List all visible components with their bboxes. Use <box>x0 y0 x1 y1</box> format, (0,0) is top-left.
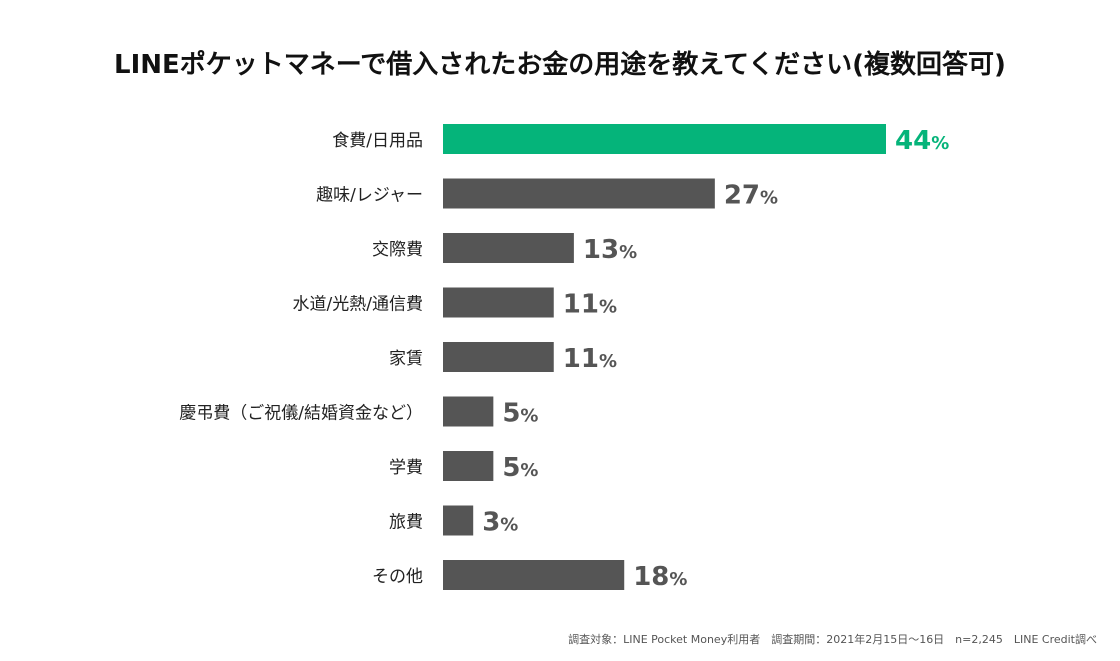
value-label: 18% <box>633 562 687 592</box>
bar <box>443 124 886 154</box>
value-number: 18 <box>633 562 669 592</box>
bar <box>443 560 625 590</box>
value-label: 3% <box>482 508 518 538</box>
value-label: 11% <box>563 290 617 320</box>
category-label: 旅費 <box>389 513 423 533</box>
category-label: 学費 <box>389 458 423 478</box>
bars-group: 食費/日用品 44% 趣味/レジャー 27% 交際費 13% 水道/光熱/通信費 11% 家賃 1… <box>179 124 949 592</box>
bar <box>443 233 574 263</box>
chart-footnote: 調査対象：LINE Pocket Money利用者 調査期間：2021年2月15… <box>568 632 1097 646</box>
value-label: 5% <box>502 453 538 483</box>
value-unit: % <box>619 242 637 263</box>
value-unit: % <box>669 569 687 590</box>
value-unit: % <box>760 188 778 209</box>
bar <box>443 451 494 481</box>
value-unit: % <box>599 297 617 318</box>
category-label: 水道/光熱/通信費 <box>293 295 423 315</box>
value-number: 27 <box>724 181 760 211</box>
value-unit: % <box>500 515 518 536</box>
value-number: 11 <box>563 344 599 374</box>
category-label: 交際費 <box>372 240 423 260</box>
value-label: 5% <box>502 399 538 429</box>
value-number: 13 <box>583 235 619 265</box>
value-label: 44% <box>895 126 949 156</box>
bar <box>443 396 494 427</box>
category-label: その他 <box>372 567 423 587</box>
value-label: 27% <box>724 181 778 211</box>
value-number: 44 <box>895 126 931 156</box>
category-label: 食費/日用品 <box>332 131 423 151</box>
category-label: 慶弔費（ご祝儀/結婚資金など） <box>179 404 423 424</box>
value-label: 11% <box>563 344 617 374</box>
category-label: 家賃 <box>389 349 423 369</box>
value-number: 5 <box>502 453 520 483</box>
bar <box>443 505 474 536</box>
value-label: 13% <box>583 235 637 265</box>
value-number: 11 <box>563 290 599 320</box>
value-unit: % <box>520 460 538 481</box>
category-label: 趣味/レジャー <box>316 186 423 206</box>
value-unit: % <box>931 133 949 154</box>
value-number: 5 <box>502 399 520 429</box>
bar <box>443 342 554 372</box>
bar <box>443 287 554 318</box>
value-number: 3 <box>482 508 500 538</box>
value-unit: % <box>599 351 617 372</box>
chart-title: LINEポケットマネーで借入されたお金の用途を教えてください(複数回答可) <box>114 49 1006 80</box>
bar <box>443 178 715 209</box>
value-unit: % <box>520 406 538 427</box>
